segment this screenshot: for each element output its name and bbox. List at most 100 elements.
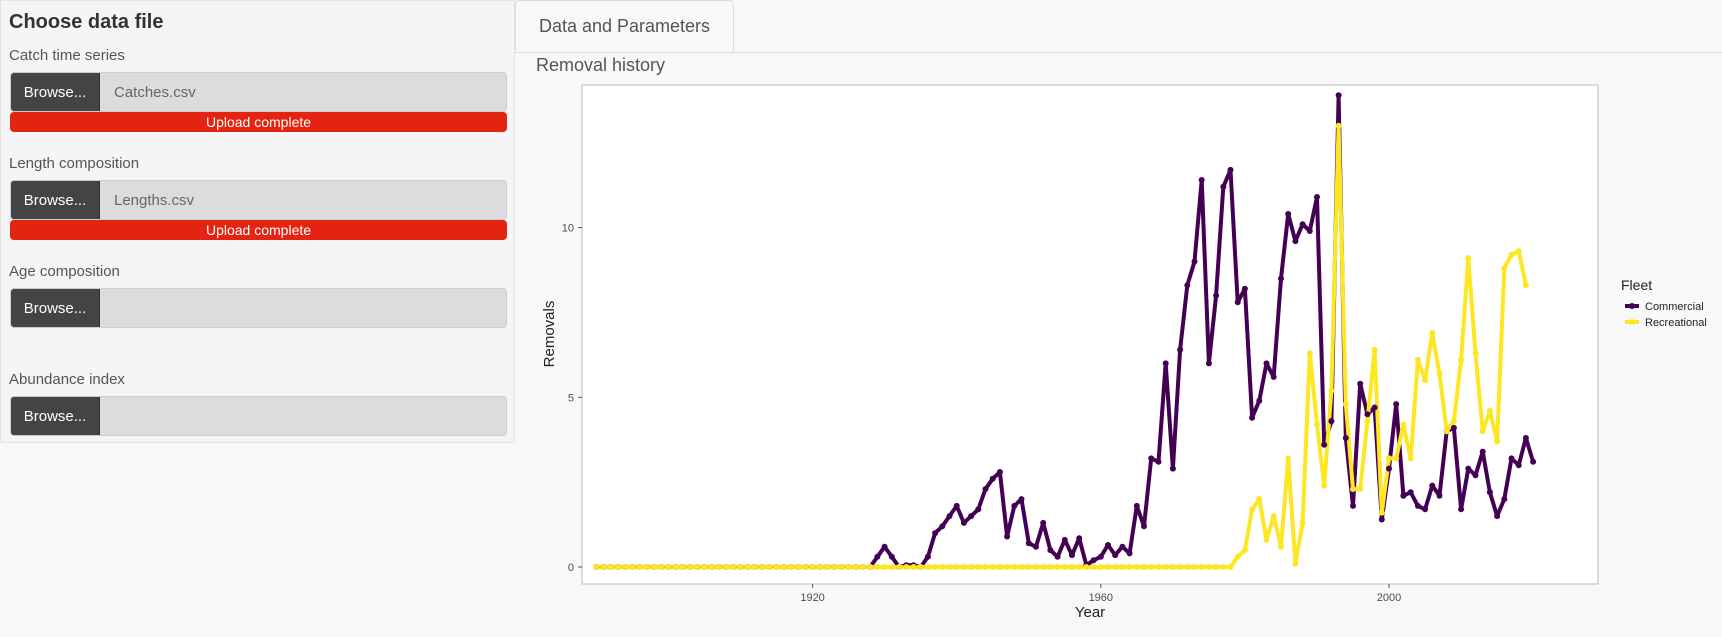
recreational-point bbox=[679, 564, 686, 570]
recreational-point bbox=[989, 564, 996, 570]
recreational-point bbox=[1486, 407, 1493, 414]
recreational-point bbox=[1256, 496, 1263, 503]
recreational-point bbox=[1350, 486, 1356, 492]
recreational-point bbox=[1004, 564, 1011, 570]
legend-key-point bbox=[1629, 319, 1635, 325]
commercial-point bbox=[946, 513, 953, 520]
recreational-point bbox=[960, 564, 967, 570]
recreational-point bbox=[831, 564, 838, 570]
recreational-point bbox=[1285, 455, 1292, 462]
recreational-point bbox=[1515, 248, 1522, 255]
recreational-point bbox=[788, 564, 794, 570]
recreational-point bbox=[932, 564, 939, 570]
recreational-point bbox=[838, 564, 845, 570]
recreational-point bbox=[744, 564, 751, 570]
recreational-point bbox=[1386, 455, 1392, 462]
tab-data-and-parameters[interactable]: Data and Parameters bbox=[515, 0, 734, 52]
commercial-point bbox=[960, 519, 967, 526]
panel-title: Choose data file bbox=[9, 11, 164, 33]
recreational-point bbox=[759, 564, 766, 570]
catch-upload-progress: Upload complete bbox=[10, 112, 507, 132]
recreational-point bbox=[1249, 506, 1256, 513]
recreational-point bbox=[1177, 564, 1184, 570]
recreational-point bbox=[1306, 350, 1313, 357]
commercial-point bbox=[888, 553, 895, 560]
recreational-point bbox=[1169, 564, 1176, 570]
commercial-point bbox=[1522, 435, 1529, 441]
legend-label: Recreational bbox=[1645, 317, 1707, 329]
x-axis-label: Year bbox=[1075, 604, 1105, 621]
recreational-point bbox=[658, 564, 665, 570]
recreational-point bbox=[1414, 357, 1421, 363]
commercial-point bbox=[1097, 553, 1104, 560]
commercial-point bbox=[1472, 472, 1479, 479]
recreational-point bbox=[824, 564, 830, 570]
commercial-point bbox=[1386, 465, 1392, 472]
recreational-point bbox=[723, 564, 730, 570]
catch-file-input[interactable]: Browse... Catches.csv bbox=[10, 72, 507, 112]
removal-history-chart: 0 5 10 1920 1960 2000 Year Removals Fleet Com… bbox=[541, 84, 1707, 621]
commercial-point bbox=[1155, 458, 1162, 465]
commercial-point bbox=[874, 553, 881, 560]
length-upload-progress: Upload complete bbox=[10, 220, 507, 240]
recreational-point bbox=[1054, 564, 1061, 570]
commercial-point bbox=[1213, 292, 1220, 299]
age-file-input[interactable]: Browse... bbox=[10, 288, 507, 328]
commercial-point bbox=[1184, 282, 1191, 289]
index-browse-button[interactable]: Browse... bbox=[11, 397, 100, 435]
age-browse-button[interactable]: Browse... bbox=[11, 289, 100, 327]
recreational-point bbox=[1422, 377, 1429, 384]
recreational-point bbox=[600, 564, 607, 570]
recreational-point bbox=[1105, 564, 1111, 570]
commercial-point bbox=[1530, 458, 1537, 465]
recreational-point bbox=[1076, 564, 1083, 570]
index-file-input[interactable]: Browse... bbox=[10, 396, 507, 436]
commercial-point bbox=[1285, 211, 1292, 217]
recreational-point bbox=[751, 564, 758, 570]
commercial-point bbox=[1148, 455, 1155, 462]
recreational-point bbox=[1400, 421, 1407, 428]
recreational-point bbox=[1378, 509, 1385, 516]
commercial-point bbox=[1227, 166, 1234, 173]
commercial-point bbox=[1350, 502, 1356, 509]
y-tick-label: 0 bbox=[568, 562, 574, 574]
recreational-point bbox=[737, 564, 744, 570]
length-browse-button[interactable]: Browse... bbox=[11, 181, 100, 219]
recreational-point bbox=[975, 564, 982, 570]
recreational-point bbox=[1436, 370, 1443, 377]
recreational-point bbox=[1371, 346, 1378, 353]
commercial-point bbox=[1025, 540, 1032, 547]
recreational-point bbox=[1270, 513, 1277, 520]
legend: Fleet Commercial Recreational bbox=[1621, 277, 1707, 329]
commercial-point bbox=[1033, 543, 1039, 550]
length-file-input[interactable]: Browse... Lengths.csv bbox=[10, 180, 507, 220]
recreational-point bbox=[1141, 564, 1147, 570]
commercial-point bbox=[881, 543, 888, 550]
recreational-point bbox=[1429, 329, 1436, 336]
recreational-point bbox=[766, 564, 773, 570]
commercial-point bbox=[1321, 441, 1328, 448]
commercial-point bbox=[1400, 492, 1407, 499]
recreational-point bbox=[888, 564, 895, 570]
recreational-point bbox=[1241, 547, 1248, 554]
commercial-point bbox=[1465, 465, 1472, 472]
recreational-point bbox=[672, 564, 679, 570]
commercial-point bbox=[1090, 557, 1097, 564]
recreational-point bbox=[996, 564, 1003, 570]
recreational-point bbox=[1018, 564, 1025, 570]
recreational-point bbox=[939, 564, 946, 570]
recreational-point bbox=[1357, 486, 1364, 492]
commercial-point bbox=[968, 513, 975, 520]
recreational-point bbox=[1097, 564, 1104, 570]
commercial-point bbox=[1169, 465, 1176, 472]
commercial-point bbox=[982, 486, 989, 492]
commercial-point bbox=[1133, 502, 1140, 509]
recreational-point bbox=[1335, 122, 1342, 129]
recreational-point bbox=[1112, 564, 1119, 570]
recreational-point bbox=[701, 564, 708, 570]
recreational-point bbox=[694, 564, 701, 570]
commercial-point bbox=[1162, 360, 1169, 367]
commercial-point bbox=[1018, 496, 1025, 503]
catch-browse-button[interactable]: Browse... bbox=[11, 73, 100, 111]
commercial-point bbox=[1407, 489, 1414, 496]
